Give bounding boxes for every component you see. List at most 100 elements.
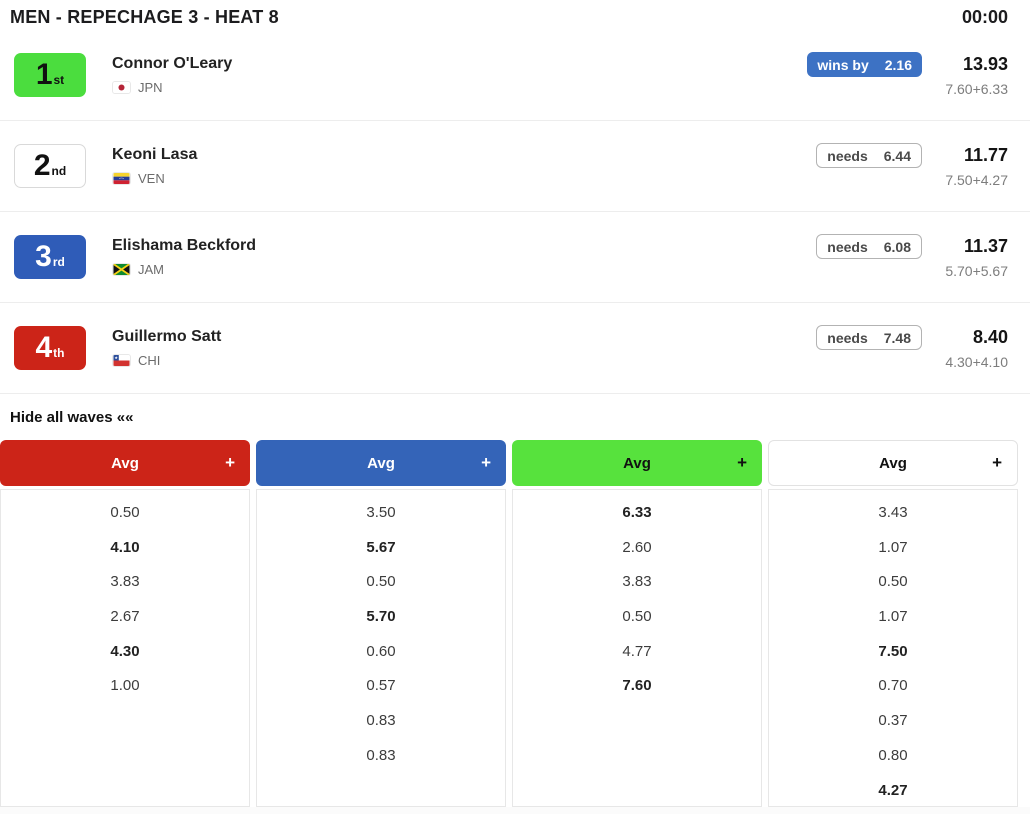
status-label: wins by: [817, 56, 869, 73]
heat-title: MEN - REPECHAGE 3 - HEAT 8: [10, 6, 279, 27]
rank-number: 2: [33, 149, 51, 182]
rank-number: 1: [35, 58, 53, 91]
status-label: needs: [827, 238, 868, 255]
wave-score: 0.70: [878, 677, 908, 695]
wave-column-header[interactable]: Avg +: [768, 440, 1018, 486]
wave-score: 2.67: [110, 608, 140, 626]
rank-badge: 2 nd: [14, 144, 86, 188]
heat-header: MEN - REPECHAGE 3 - HEAT 8 00:00: [0, 0, 1030, 30]
avg-label: Avg: [623, 454, 651, 472]
avg-label: Avg: [879, 454, 907, 472]
athlete-row[interactable]: 2 nd Keoni Lasa VEN needs: [0, 121, 1030, 212]
total-score: 11.37: [963, 235, 1008, 256]
status-value: 6.08: [883, 238, 911, 255]
rank-badge: 4 th: [14, 326, 86, 370]
plus-icon[interactable]: +: [737, 453, 747, 472]
wave-column-header[interactable]: Avg +: [256, 440, 506, 486]
status-value: 6.44: [883, 147, 911, 164]
plus-icon[interactable]: +: [992, 453, 1002, 472]
athlete-row[interactable]: 1 st Connor O'Leary JPN wins by 2.16 13.…: [0, 30, 1030, 121]
status-label: needs: [827, 147, 868, 164]
country-code: CHI: [138, 353, 161, 368]
wave-column: Avg + 6.33 2.60 3.83 0.50 4.77 7.60: [512, 440, 762, 807]
total-score: 8.40: [972, 326, 1008, 347]
wave-score: 2.60: [622, 538, 652, 556]
page-bottom-strip: [0, 807, 1030, 814]
country-code: JPN: [138, 80, 163, 95]
wave-score: 4.10: [110, 538, 140, 556]
total-score: 11.77: [963, 144, 1008, 165]
total-score: 13.93: [962, 53, 1008, 74]
athlete-row[interactable]: 3 rd Elishama Beckford JAM needs 6.08 11…: [0, 212, 1030, 303]
plus-icon[interactable]: +: [225, 453, 235, 472]
athlete-name: Guillermo Satt: [112, 328, 222, 345]
athlete-name: Connor O'Leary: [112, 55, 233, 72]
rank-suffix: rd: [52, 255, 65, 269]
wave-score: 1.07: [878, 538, 908, 556]
avg-label: Avg: [111, 454, 139, 472]
wave-column-header[interactable]: Avg +: [512, 440, 762, 486]
wave-score: 0.50: [622, 608, 652, 626]
wave-score: 3.83: [110, 573, 140, 591]
score-breakdown: 5.70+5.67: [945, 262, 1008, 279]
rank-suffix: th: [53, 346, 65, 360]
rank-number: 4: [35, 331, 53, 364]
rank-suffix: nd: [51, 164, 67, 178]
wave-score: 0.37: [878, 712, 908, 730]
wave-score: 1.00: [110, 677, 140, 695]
rank-badge: 1 st: [14, 53, 86, 97]
wave-score: 0.80: [878, 746, 908, 764]
rank-suffix: st: [53, 73, 65, 87]
score-breakdown: 7.60+6.33: [945, 80, 1008, 97]
wave-score: 5.67: [366, 538, 396, 556]
rank-badge: 3 rd: [14, 235, 86, 279]
hide-all-waves-link[interactable]: Hide all waves ««: [10, 409, 134, 426]
wave-score: 0.50: [110, 504, 140, 521]
status-value: 7.48: [883, 329, 911, 346]
wave-column: Avg + 3.50 5.67 0.50 5.70 0.60 0.57 0.83 0.83: [256, 440, 506, 807]
status-badge: needs 6.08: [816, 234, 922, 259]
country-code: JAM: [138, 262, 164, 277]
wave-score-list: 3.50 5.67 0.50 5.70 0.60 0.57 0.83 0.83: [256, 489, 506, 807]
wave-score: 0.50: [878, 573, 908, 591]
wave-score: 4.30: [110, 642, 140, 660]
rank-number: 3: [35, 240, 52, 273]
wave-score: 0.50: [366, 573, 396, 591]
score-breakdown: 7.50+4.27: [945, 171, 1008, 188]
avg-label: Avg: [367, 454, 395, 472]
waves-toggle-bar: Hide all waves ««: [0, 394, 1030, 440]
heat-timer: 00:00: [961, 6, 1008, 27]
flag-japan-icon: [112, 81, 131, 94]
country-code: VEN: [138, 171, 165, 186]
athlete-name: Elishama Beckford: [112, 237, 257, 254]
wave-score: 3.50: [366, 504, 396, 521]
wave-score: 3.43: [878, 504, 908, 521]
status-badge: needs 7.48: [816, 325, 922, 350]
wave-score: 0.83: [366, 712, 396, 730]
wave-column: Avg + 3.43 1.07 0.50 1.07 7.50 0.70 0.37 0.80 4.…: [768, 440, 1018, 807]
flag-jamaica-icon: [112, 263, 131, 276]
wave-score: 4.77: [622, 642, 652, 660]
status-label: needs: [827, 329, 868, 346]
status-badge: needs 6.44: [816, 143, 922, 168]
wave-score: 5.70: [366, 608, 396, 626]
waves-table: Avg + 0.50 4.10 3.83 2.67 4.30 1.00 Avg + 3.5…: [0, 440, 1030, 807]
plus-icon[interactable]: +: [481, 453, 491, 472]
wave-score: 3.83: [622, 573, 652, 591]
wave-score: 4.27: [878, 781, 908, 799]
status-badge: wins by 2.16: [807, 52, 922, 77]
wave-score: 0.57: [366, 677, 396, 695]
flag-venezuela-icon: [112, 172, 131, 185]
athlete-name: Keoni Lasa: [112, 146, 198, 163]
wave-column: Avg + 0.50 4.10 3.83 2.67 4.30 1.00: [0, 440, 250, 807]
status-value: 2.16: [884, 56, 912, 73]
athlete-row[interactable]: 4 th Guillermo Satt CHI needs 7.48 8.40 …: [0, 303, 1030, 394]
flag-chile-icon: [112, 354, 131, 367]
score-breakdown: 4.30+4.10: [945, 353, 1008, 370]
wave-score: 0.83: [366, 746, 396, 764]
wave-score: 1.07: [878, 608, 908, 626]
wave-score: 6.33: [622, 504, 652, 521]
wave-column-header[interactable]: Avg +: [0, 440, 250, 486]
wave-score: 0.60: [366, 642, 396, 660]
wave-score: 7.60: [622, 677, 652, 695]
